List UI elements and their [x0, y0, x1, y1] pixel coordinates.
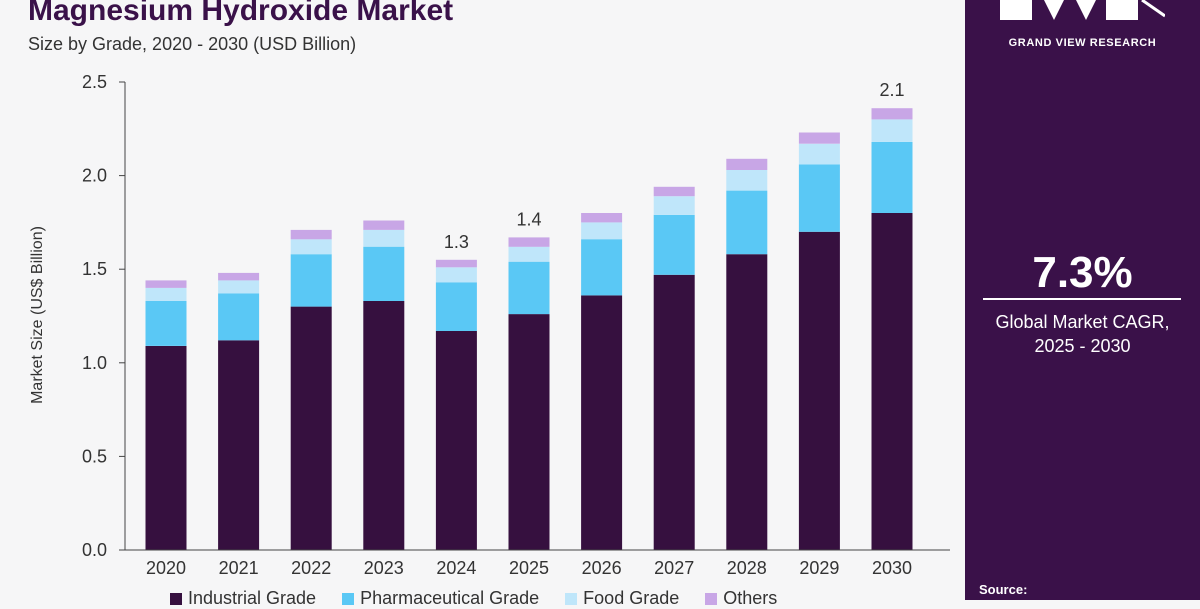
x-tick-label-2023: 2023: [364, 558, 404, 578]
data-label-2030: 2.1: [879, 80, 904, 100]
x-tick-label-2028: 2028: [727, 558, 767, 578]
bar-2020-series-0: [145, 346, 187, 550]
bar-2030-series-1: [871, 141, 913, 213]
legend-label-0: Industrial Grade: [188, 588, 317, 608]
bar-2029-series-0: [798, 231, 840, 551]
bar-2021-series-3: [218, 272, 260, 281]
bar-2025-series-1: [508, 261, 550, 315]
bar-2027-series-0: [653, 274, 695, 550]
x-tick-label-2025: 2025: [509, 558, 549, 578]
bar-2028-series-3: [726, 158, 768, 170]
bar-2026-series-1: [581, 239, 623, 296]
bar-2023-series-1: [363, 246, 405, 301]
bar-2025-series-3: [508, 237, 550, 247]
bar-2026-series-3: [581, 213, 623, 223]
legend-item-2: Food Grade: [565, 588, 679, 609]
bar-2027-series-3: [653, 186, 695, 197]
bar-2029-series-2: [798, 143, 840, 165]
bar-2021-series-0: [218, 340, 260, 550]
bar-2021-series-1: [218, 293, 260, 341]
bar-2029-series-1: [798, 164, 840, 232]
gvr-logo-icon: [1000, 0, 1165, 20]
data-label-2025: 1.4: [516, 209, 541, 229]
cagr-label: Global Market CAGR, 2025 - 2030: [965, 310, 1200, 358]
bar-2025-series-2: [508, 246, 550, 262]
bar-2028-series-1: [726, 190, 768, 255]
bar-2024-series-3: [435, 259, 477, 268]
bar-2022-series-0: [290, 306, 332, 550]
x-tick-label-2024: 2024: [436, 558, 476, 578]
bar-2023-series-3: [363, 220, 405, 230]
bar-2028-series-2: [726, 170, 768, 191]
y-tick-label-0: 0.0: [82, 540, 107, 560]
bar-2021-series-2: [218, 280, 260, 294]
y-tick-label-1: 0.5: [82, 446, 107, 466]
bar-2022-series-2: [290, 239, 332, 255]
bar-2026-series-0: [581, 295, 623, 550]
bar-2024-series-2: [435, 267, 477, 283]
brand-name: GRAND VIEW RESEARCH: [1008, 37, 1157, 49]
cagr-value: 7.3%: [1032, 248, 1133, 297]
side-panel: GRAND VIEW RESEARCH 7.3% Global Market C…: [965, 0, 1200, 600]
bar-2023-series-0: [363, 301, 405, 550]
bar-2020-series-3: [145, 280, 187, 288]
y-tick-label-3: 1.5: [82, 259, 107, 279]
legend-swatch-2: [565, 592, 578, 605]
x-tick-label-2022: 2022: [291, 558, 331, 578]
x-tick-label-2027: 2027: [654, 558, 694, 578]
bar-2024-series-0: [435, 331, 477, 550]
legend-item-1: Pharmaceutical Grade: [342, 588, 539, 609]
bar-2030-series-3: [871, 108, 913, 120]
chart-title: Magnesium Hydroxide Market: [28, 0, 454, 27]
source-label: Source:: [979, 582, 1028, 597]
bar-2027-series-1: [653, 214, 695, 275]
y-tick-label-5: 2.5: [82, 72, 107, 92]
legend-item-3: Others: [705, 588, 777, 609]
bar-2022-series-1: [290, 254, 332, 307]
bar-2029-series-3: [798, 132, 840, 144]
bar-2026-series-2: [581, 222, 623, 240]
y-axis-label: Market Size (US$ Billion): [29, 226, 46, 404]
x-tick-label-2021: 2021: [219, 558, 259, 578]
legend-label-2: Food Grade: [583, 588, 680, 608]
x-tick-label-2020: 2020: [146, 558, 186, 578]
bar-2030-series-0: [871, 213, 913, 550]
bar-2020-series-1: [145, 301, 187, 346]
bar-2023-series-2: [363, 229, 405, 247]
cagr-divider: [983, 298, 1181, 300]
x-tick-label-2026: 2026: [582, 558, 622, 578]
legend-label-3: Others: [723, 588, 778, 608]
bar-2024-series-1: [435, 282, 477, 331]
y-tick-label-4: 2.0: [82, 166, 107, 186]
bar-2025-series-0: [508, 314, 550, 550]
x-tick-label-2030: 2030: [872, 558, 912, 578]
y-tick-label-2: 1.0: [82, 353, 107, 373]
data-label-2024: 1.3: [444, 232, 469, 252]
bar-2027-series-2: [653, 196, 695, 215]
bar-2030-series-2: [871, 119, 913, 142]
cagr-label-line1: Global Market CAGR,: [995, 312, 1170, 332]
x-tick-label-2029: 2029: [799, 558, 839, 578]
bar-2020-series-2: [145, 287, 187, 301]
legend-label-1: Pharmaceutical Grade: [360, 588, 540, 608]
bar-2022-series-3: [290, 229, 332, 240]
bar-2028-series-0: [726, 254, 768, 550]
legend-swatch-1: [342, 592, 355, 605]
legend-swatch-0: [170, 592, 182, 605]
chart-legend: Industrial Grade Pharmaceutical Grade Food…: [170, 588, 777, 609]
legend-swatch-3: [705, 592, 718, 605]
legend-item-0: Industrial Grade: [170, 588, 316, 609]
chart-subtitle: Size by Grade, 2020 - 2030 (USD Billion): [28, 34, 357, 54]
cagr-label-line2: 2025 - 2030: [1034, 336, 1131, 356]
chart-area: 0.0 0.5 1.0 1.5 2.0 2.5 2020 2021 2022 2023 2024 2…: [29, 72, 950, 578]
